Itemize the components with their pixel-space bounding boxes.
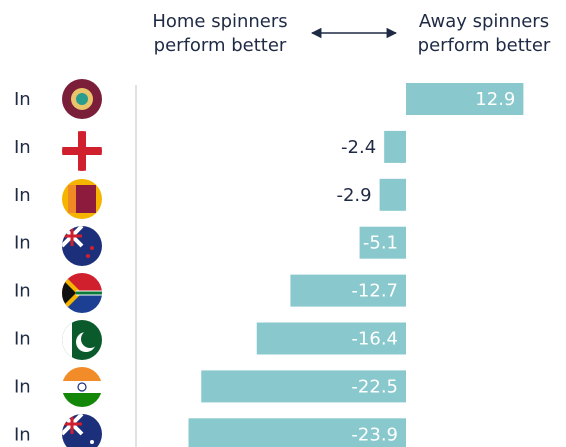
value-label: -2.4 — [341, 137, 376, 158]
annotation: Away spinners — [419, 11, 549, 32]
bar — [406, 83, 524, 115]
annotation: Home spinners — [152, 11, 287, 32]
category-label: In — [14, 281, 31, 302]
flags — [62, 79, 102, 447]
category-label: In — [14, 329, 31, 350]
bar — [359, 226, 406, 259]
annotation: perform better — [418, 35, 551, 56]
value-label: -16.4 — [351, 329, 398, 350]
bar — [384, 130, 406, 163]
bar — [379, 178, 406, 211]
value-label: -2.9 — [336, 185, 371, 206]
value-label: -22.5 — [351, 376, 398, 397]
value-label: -12.7 — [351, 281, 398, 302]
value-label: 12.9 — [475, 89, 515, 110]
bar — [188, 418, 406, 447]
category-label: In — [14, 185, 31, 206]
bar — [290, 274, 406, 307]
category-label: In — [14, 424, 31, 445]
category-label: In — [14, 89, 31, 110]
category-label: In — [14, 233, 31, 254]
category-label: In — [14, 376, 31, 397]
bar — [256, 322, 406, 355]
value-label: -5.1 — [363, 233, 398, 254]
annotation: perform better — [154, 35, 287, 56]
bar — [201, 370, 406, 403]
category-label: In — [14, 137, 31, 158]
value-label: -23.9 — [351, 424, 398, 445]
